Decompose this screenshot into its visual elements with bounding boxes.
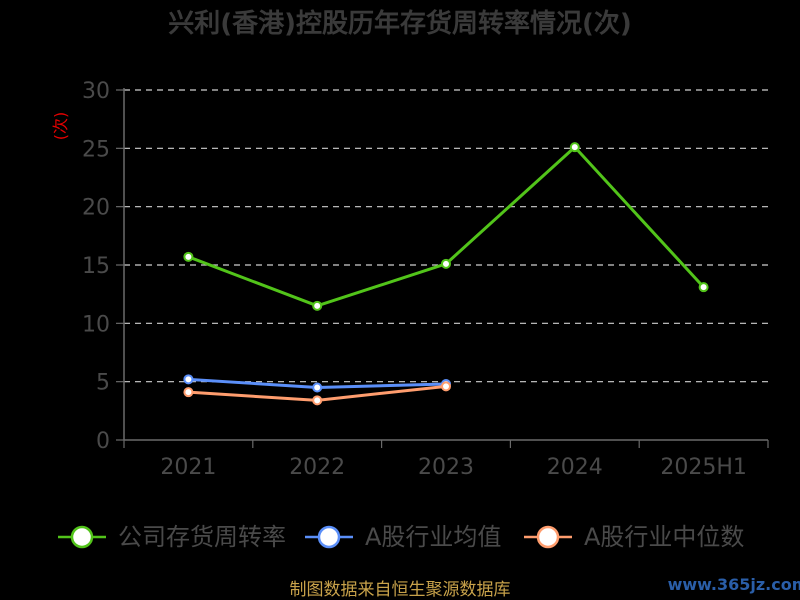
x-tick-labels: 2021 2022 2023 2024 2025H1 bbox=[160, 455, 746, 480]
series-0-point-2[interactable] bbox=[441, 258, 451, 269]
y-tick-label-3: 15 bbox=[82, 254, 110, 279]
legend-item-1[interactable]: A股行业均值 bbox=[305, 523, 501, 551]
y-tick-label-2: 10 bbox=[82, 312, 110, 337]
x-tick-label-2: 2023 bbox=[418, 455, 474, 480]
x-tick-label-0: 2021 bbox=[160, 455, 216, 480]
series-0-point-4[interactable] bbox=[698, 282, 709, 293]
y-tick-label-6: 30 bbox=[82, 79, 110, 104]
series-2-point-0[interactable] bbox=[183, 387, 194, 398]
y-tick-label-1: 5 bbox=[96, 371, 110, 396]
series-line-0 bbox=[187, 145, 705, 308]
y-axis-unit: (次) bbox=[51, 112, 70, 141]
x-tick-label-4: 2025H1 bbox=[660, 455, 747, 480]
series-0-point-0[interactable] bbox=[183, 251, 194, 262]
y-tick-label-0: 0 bbox=[96, 429, 110, 454]
series-2-point-1[interactable] bbox=[312, 395, 323, 406]
legend-label-0: 公司存货周转率 bbox=[118, 523, 286, 551]
legend-label-1: A股行业均值 bbox=[365, 523, 501, 551]
series-2 bbox=[183, 381, 451, 406]
series-1-point-0[interactable] bbox=[183, 374, 194, 385]
x-tick-label-1: 2022 bbox=[289, 455, 345, 480]
series-2-point-2[interactable] bbox=[441, 381, 451, 392]
legend-item-0[interactable]: 公司存货周转率 bbox=[58, 523, 286, 551]
legend-label-2: A股行业中位数 bbox=[584, 523, 744, 551]
x-tick-label-3: 2024 bbox=[547, 455, 603, 480]
series-0-point-3[interactable] bbox=[569, 142, 580, 153]
legend[interactable]: 公司存货周转率 A股行业均值 A股行业中位数 bbox=[58, 523, 744, 551]
series-0 bbox=[183, 142, 709, 311]
y-tick-labels: 0 5 10 15 20 25 30 bbox=[82, 79, 110, 454]
axes bbox=[123, 88, 769, 448]
legend-swatch-marker-2 bbox=[536, 525, 560, 549]
legend-swatch-marker-0 bbox=[70, 525, 94, 549]
series-layer bbox=[183, 142, 709, 406]
series-0-point-1[interactable] bbox=[312, 300, 323, 311]
data-source-note: 制图数据来自恒生聚源数据库 bbox=[290, 580, 511, 600]
y-tick-label-5: 25 bbox=[82, 137, 110, 162]
chart-title: 兴利(香港)控股历年存货周转率情况(次) bbox=[168, 8, 632, 39]
y-tick-label-4: 20 bbox=[82, 196, 110, 221]
legend-swatch-marker-1 bbox=[317, 525, 341, 549]
legend-item-2[interactable]: A股行业中位数 bbox=[524, 523, 744, 551]
watermark: www.365jz.com bbox=[668, 575, 800, 594]
series-1-point-1[interactable] bbox=[312, 382, 323, 393]
